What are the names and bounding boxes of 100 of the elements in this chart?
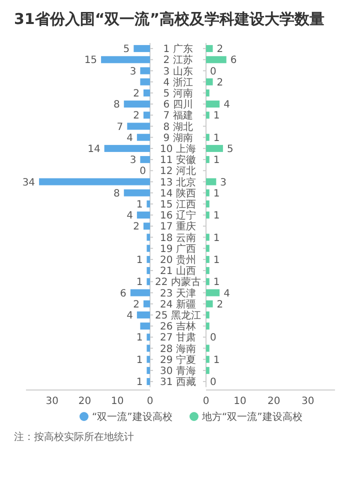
data-label: 3 — [220, 177, 227, 188]
bar — [206, 244, 210, 252]
bar — [206, 56, 226, 64]
x-tick-label: 30 — [46, 396, 58, 407]
x-tick-label: 20 — [78, 396, 92, 407]
bar — [146, 334, 150, 341]
bar — [206, 366, 210, 374]
bar — [101, 56, 150, 64]
data-label: 4 — [224, 100, 230, 111]
data-label: 1 — [213, 188, 220, 200]
y-tick-label: 20 贵州 — [160, 254, 196, 266]
bar — [206, 234, 210, 241]
y-tick-label: 31 西藏 — [160, 376, 196, 388]
bar — [143, 112, 150, 119]
data-label: 1 — [213, 354, 220, 366]
bar — [206, 178, 216, 186]
y-tick-label: 9 湖南 — [163, 132, 193, 144]
data-label: 2 — [216, 299, 224, 310]
x-tick-label: 10 — [111, 396, 124, 407]
y-tick-label: 29 宁夏 — [160, 354, 196, 366]
data-label: 6 — [120, 288, 126, 300]
data-label: 2 — [133, 299, 140, 310]
y-tick-label: 8 湖北 — [163, 120, 193, 133]
data-label: 7 — [116, 122, 124, 133]
y-tick-label: 7 福建 — [163, 110, 193, 122]
bar — [206, 356, 210, 363]
bar — [206, 311, 210, 318]
y-tick-label: 15 江西 — [160, 198, 196, 210]
y-tick-label: 26 吉林 — [160, 320, 196, 333]
y-tick-label: 23 天津 — [160, 287, 196, 300]
bar — [206, 89, 210, 96]
y-tick-label: 6 四川 — [163, 98, 193, 111]
y-tick-label: 2 江苏 — [163, 54, 193, 66]
data-label: 3 — [130, 66, 136, 78]
data-label: 4 — [126, 310, 133, 322]
x-tick-label: 0 — [202, 396, 210, 407]
bar — [206, 322, 210, 330]
data-label: 0 — [210, 332, 216, 344]
bar — [206, 256, 210, 263]
bar — [39, 178, 150, 186]
y-tick-label: 25 黑龙江 — [155, 309, 201, 322]
bar — [206, 112, 210, 119]
data-label: 1 — [213, 110, 220, 122]
bar — [127, 122, 150, 130]
bar — [206, 78, 213, 86]
bar — [143, 300, 150, 308]
y-tick-label: 5 河南 — [163, 87, 193, 100]
data-label: 1 — [136, 254, 143, 266]
data-label: 4 — [224, 288, 230, 300]
chart-title: 31省份入围“双一流”高校及学科建设大学数量 — [14, 10, 325, 28]
data-label: 34 — [22, 177, 36, 188]
bar — [146, 256, 150, 263]
bar — [146, 378, 150, 386]
bar — [146, 356, 150, 363]
x-tick-label: 30 — [301, 396, 314, 407]
data-label: 1 — [213, 232, 220, 244]
bar — [206, 278, 210, 286]
bar — [206, 289, 220, 296]
y-tick-label: 3 山东 — [163, 65, 193, 78]
x-tick-label: 20 — [268, 396, 280, 407]
data-label: 2 — [133, 88, 140, 100]
x-tick-label: 0 — [146, 396, 154, 407]
data-label: 2 — [216, 77, 224, 88]
y-tick-label: 4 浙江 — [163, 76, 193, 88]
bar — [140, 67, 150, 74]
y-tick-label: 11 安徽 — [160, 154, 196, 166]
data-label: 1 — [213, 155, 220, 166]
data-label: 1 — [213, 132, 220, 144]
bar — [140, 78, 150, 86]
text: 注：按高校实际所在地统计 — [14, 431, 134, 443]
data-label: 4 — [126, 132, 133, 144]
data-label: 2 — [216, 44, 224, 56]
bar — [124, 189, 150, 196]
y-tick-label: 10 上海 — [160, 142, 196, 155]
bar — [146, 200, 150, 208]
y-tick-label: 19 广西 — [160, 242, 196, 255]
legend-label: 地方“双一流”建设高校 — [201, 411, 302, 423]
bar — [206, 212, 210, 219]
data-label: 5 — [226, 144, 234, 155]
y-tick-label: 21 山西 — [160, 265, 196, 278]
bar — [206, 100, 220, 108]
bar — [143, 222, 150, 230]
y-tick-label: 22 内蒙古 — [155, 276, 201, 288]
bar — [206, 300, 213, 308]
y-tick-label: 24 新疆 — [160, 298, 196, 310]
data-label: 0 — [210, 377, 216, 388]
bar — [146, 234, 150, 241]
legend-label: “双一流”建设高校 — [92, 411, 172, 423]
data-label: 5 — [123, 44, 130, 56]
bar — [136, 212, 150, 219]
data-label: 0 — [140, 166, 146, 178]
data-label: 1 — [136, 277, 143, 288]
bar — [134, 45, 150, 52]
y-tick-label: 27 甘肃 — [160, 332, 196, 344]
bar — [146, 244, 150, 252]
y-tick-label: 12 河北 — [160, 165, 196, 178]
data-label: 2 — [133, 110, 140, 122]
y-tick-label: 1 广东 — [163, 43, 193, 56]
bar — [206, 45, 213, 52]
bar — [136, 311, 150, 318]
